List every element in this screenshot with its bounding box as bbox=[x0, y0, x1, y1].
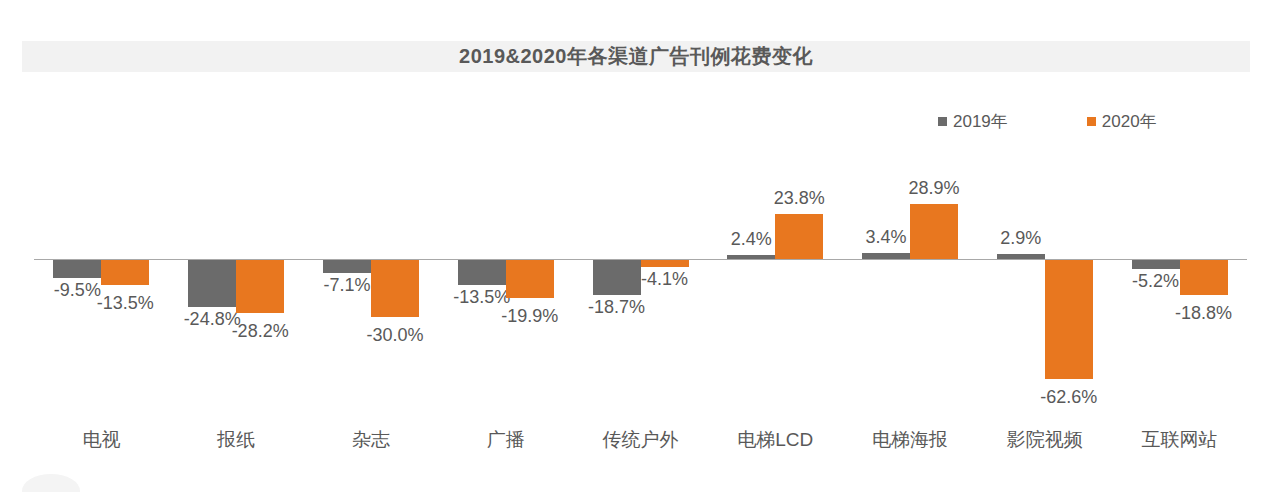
category-label-传统户外: 传统户外 bbox=[576, 428, 706, 451]
category-label-电视: 电视 bbox=[36, 428, 166, 451]
value-label-2020年-电梯LCD: 23.8% bbox=[754, 188, 844, 208]
bar-2020年-传统户外 bbox=[641, 260, 689, 268]
bar-2019年-杂志 bbox=[323, 260, 371, 274]
value-label-2020年-影院视频: -62.6% bbox=[1024, 387, 1114, 407]
category-label-报纸: 报纸 bbox=[171, 428, 301, 451]
value-label-2020年-广播: -19.9% bbox=[485, 306, 575, 326]
category-label-杂志: 杂志 bbox=[306, 428, 436, 451]
value-label-2020年-电视: -13.5% bbox=[80, 293, 170, 313]
value-label-2020年-电梯海报: 28.9% bbox=[889, 178, 979, 198]
category-label-广播: 广播 bbox=[441, 428, 571, 451]
bar-2020年-杂志 bbox=[371, 260, 419, 317]
bar-2019年-广播 bbox=[458, 260, 506, 286]
category-label-互联网站: 互联网站 bbox=[1115, 428, 1245, 451]
category-label-电梯海报: 电梯海报 bbox=[845, 428, 975, 451]
bar-2020年-互联网站 bbox=[1180, 260, 1228, 296]
bar-2020年-电视 bbox=[101, 260, 149, 286]
bar-2020年-电梯海报 bbox=[910, 204, 958, 259]
value-label-2019年-影院视频: 2.9% bbox=[976, 228, 1066, 248]
bar-2019年-互联网站 bbox=[1132, 260, 1180, 270]
value-label-2020年-报纸: -28.2% bbox=[215, 321, 305, 341]
bar-2020年-电梯LCD bbox=[775, 214, 823, 259]
bar-2020年-广播 bbox=[506, 260, 554, 298]
value-label-2020年-传统户外: -4.1% bbox=[620, 269, 710, 289]
category-label-电梯LCD: 电梯LCD bbox=[710, 428, 840, 451]
bar-2019年-报纸 bbox=[188, 260, 236, 307]
value-label-2020年-互联网站: -18.8% bbox=[1159, 303, 1249, 323]
bar-2020年-影院视频 bbox=[1045, 260, 1093, 380]
category-label-影院视频: 影院视频 bbox=[980, 428, 1110, 451]
plot-area: -9.5%-13.5%电视-24.8%-28.2%报纸-7.1%-30.0%杂志… bbox=[0, 0, 1284, 492]
chart-figure: 2019&2020年各渠道广告刊例花费变化 2019年 2020年 -9.5%-… bbox=[0, 0, 1284, 492]
bar-2019年-影院视频 bbox=[997, 254, 1045, 260]
bar-2019年-电梯LCD bbox=[727, 255, 775, 260]
bar-2020年-报纸 bbox=[236, 260, 284, 314]
bar-2019年-电梯海报 bbox=[862, 253, 910, 259]
value-label-2020年-杂志: -30.0% bbox=[350, 325, 440, 345]
bar-2019年-电视 bbox=[53, 260, 101, 278]
value-label-2019年-传统户外: -18.7% bbox=[572, 297, 662, 317]
